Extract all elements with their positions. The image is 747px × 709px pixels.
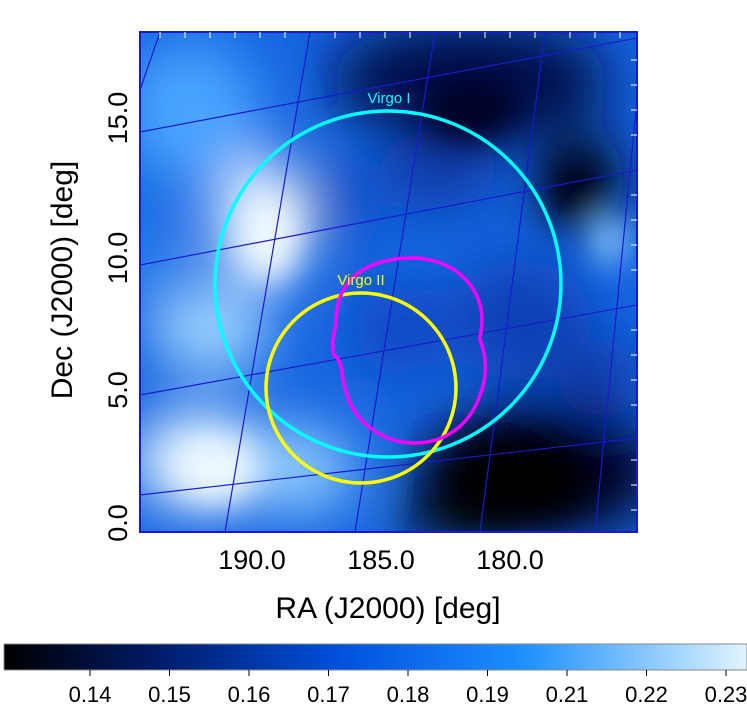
colorbar-tick-label: 0.22	[625, 682, 668, 707]
colorbar-tick-label: 0.14	[69, 682, 112, 707]
region-virgo-ii	[264, 291, 458, 485]
x-tick-label: 185.0	[347, 545, 415, 575]
regions	[213, 109, 563, 485]
region-virgo-i	[213, 109, 563, 459]
colorbar-tick-label: 0.15	[148, 682, 191, 707]
x-tick-label: 180.0	[476, 545, 544, 575]
colorbar-ticks: 0.14 0.15 0.16 0.17 0.18 0.19 0.21 0.22 0.23	[69, 670, 747, 707]
x-axis-title: RA (J2000) [deg]	[275, 592, 500, 625]
sky-map: Virgo I Virgo II	[140, 32, 637, 532]
colorbar-tick-label: 0.18	[387, 682, 430, 707]
colorbar-tick-label: 0.17	[307, 682, 350, 707]
colorbar: 0.14 0.15 0.16 0.17 0.18 0.19 0.21 0.22 0.23	[3, 643, 747, 707]
border-ticks	[159, 32, 637, 511]
y-tick-label: 0.0	[103, 504, 133, 542]
region-magenta	[330, 256, 488, 445]
colorbar-tick-label: 0.23	[705, 682, 747, 707]
y-tick-label: 10.0	[103, 232, 133, 285]
region-label-virgo-i: Virgo I	[367, 90, 410, 107]
plot-frame	[139, 31, 638, 533]
colorbar-gradient	[4, 644, 747, 670]
y-tick-label: 5.0	[103, 371, 133, 409]
y-axis-title: Dec (J2000) [deg]	[46, 161, 79, 399]
colorbar-tick-label: 0.16	[228, 682, 271, 707]
x-tick-label: 190.0	[218, 545, 286, 575]
colorbar-tick-label: 0.21	[546, 682, 589, 707]
region-label-virgo-ii: Virgo II	[337, 272, 384, 289]
coordinate-grid	[140, 32, 637, 532]
y-tick-label: 15.0	[103, 92, 133, 145]
colorbar-tick-label: 0.19	[466, 682, 509, 707]
